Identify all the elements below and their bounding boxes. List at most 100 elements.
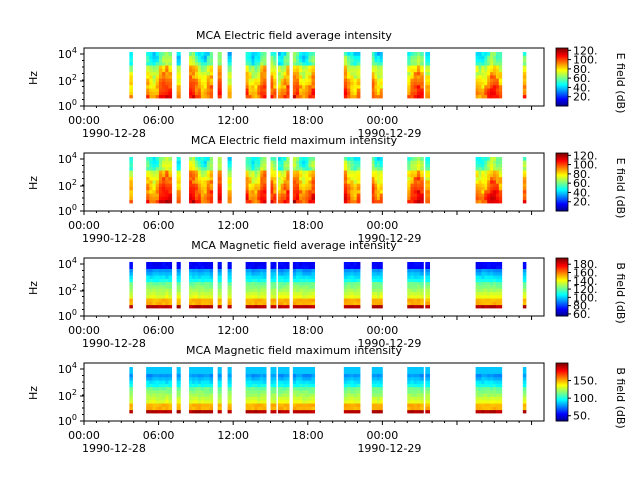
data-cell	[484, 61, 488, 66]
data-cell	[522, 189, 527, 194]
colorbar-cell	[556, 384, 568, 386]
data-cell	[254, 160, 258, 164]
data-cell	[478, 78, 482, 82]
data-cell	[277, 373, 282, 378]
data-cell	[420, 189, 424, 194]
colorbar-cell	[556, 155, 568, 158]
data-cell	[475, 406, 479, 411]
data-cell	[295, 170, 300, 174]
colorbar-cell	[556, 69, 568, 71]
data-cell	[481, 61, 485, 66]
data-cell	[152, 88, 157, 92]
data-cell	[251, 294, 255, 299]
data-cell	[251, 298, 255, 302]
data-cell	[270, 91, 274, 96]
data-cell	[305, 294, 309, 299]
data-cell	[155, 52, 160, 56]
data-cell	[277, 78, 282, 82]
data-cell	[487, 84, 491, 89]
panel-title: MCA Magnetic field maximum intensity	[186, 344, 402, 357]
data-cell	[176, 160, 181, 164]
data-cell	[197, 61, 202, 66]
data-cell	[475, 262, 479, 266]
data-cell	[302, 55, 306, 59]
data-cell	[478, 288, 482, 292]
data-cell	[194, 265, 199, 269]
data-cell	[347, 163, 351, 168]
data-cell	[165, 52, 169, 56]
data-cell	[263, 304, 267, 309]
data-cell	[371, 262, 375, 266]
data-cell	[498, 52, 503, 56]
data-cell	[416, 262, 421, 266]
data-cell	[350, 170, 354, 174]
data-cell	[263, 75, 267, 79]
data-cell	[498, 403, 503, 407]
colorbar-cell	[556, 51, 568, 54]
data-cell	[260, 196, 264, 201]
data-cell	[245, 55, 249, 59]
colorbar-cell	[556, 190, 568, 193]
data-cell	[277, 176, 282, 181]
data-cell	[129, 61, 133, 66]
data-cell	[487, 186, 491, 191]
data-cell	[413, 370, 418, 374]
data-cell	[374, 91, 378, 96]
data-cell	[270, 268, 274, 273]
data-cell	[257, 304, 261, 309]
data-cell	[353, 61, 358, 66]
data-cell	[299, 75, 303, 79]
data-cell	[189, 58, 193, 63]
data-cell	[356, 285, 361, 289]
data-cell	[200, 370, 205, 374]
data-cell	[413, 288, 418, 292]
data-cell	[420, 262, 424, 266]
data-cell	[410, 55, 415, 59]
data-cell	[475, 370, 479, 374]
data-cell	[206, 278, 211, 283]
data-cell	[286, 304, 290, 309]
data-cell	[277, 196, 282, 201]
colorbar-cell	[556, 274, 568, 276]
data-cell	[194, 291, 199, 296]
data-cell	[475, 386, 479, 391]
data-cell	[478, 370, 482, 374]
data-cell	[277, 183, 282, 187]
data-cell	[379, 383, 383, 388]
data-cell	[129, 291, 133, 296]
data-cell	[305, 75, 309, 79]
data-cell	[350, 393, 354, 397]
data-cell	[200, 180, 205, 184]
data-cell	[260, 94, 264, 99]
data-cell	[371, 180, 375, 184]
data-cell	[416, 58, 421, 63]
data-cell	[248, 275, 252, 279]
data-cell	[189, 166, 193, 171]
data-cell	[347, 288, 351, 292]
colorbar-cell	[556, 281, 568, 283]
data-cell	[189, 94, 193, 99]
data-cell	[200, 396, 205, 401]
data-cell	[410, 166, 415, 171]
data-cell	[248, 278, 252, 283]
data-cell	[487, 75, 491, 79]
data-cell	[200, 68, 205, 73]
data-cell	[495, 390, 500, 394]
data-cell	[227, 370, 232, 374]
data-cell	[295, 81, 300, 86]
data-cell	[129, 78, 133, 82]
data-cell	[206, 71, 211, 76]
data-cell	[227, 58, 232, 63]
data-cell	[311, 370, 316, 374]
data-cell	[308, 78, 312, 82]
data-cell	[484, 275, 488, 279]
data-cell	[129, 285, 133, 289]
data-cell	[149, 52, 153, 56]
data-cell	[481, 288, 485, 292]
data-cell	[245, 262, 249, 266]
data-cell	[194, 52, 199, 56]
colorbar-cell	[556, 49, 568, 52]
data-cell	[356, 294, 361, 299]
data-cell	[498, 288, 503, 292]
data-cell	[146, 278, 150, 283]
